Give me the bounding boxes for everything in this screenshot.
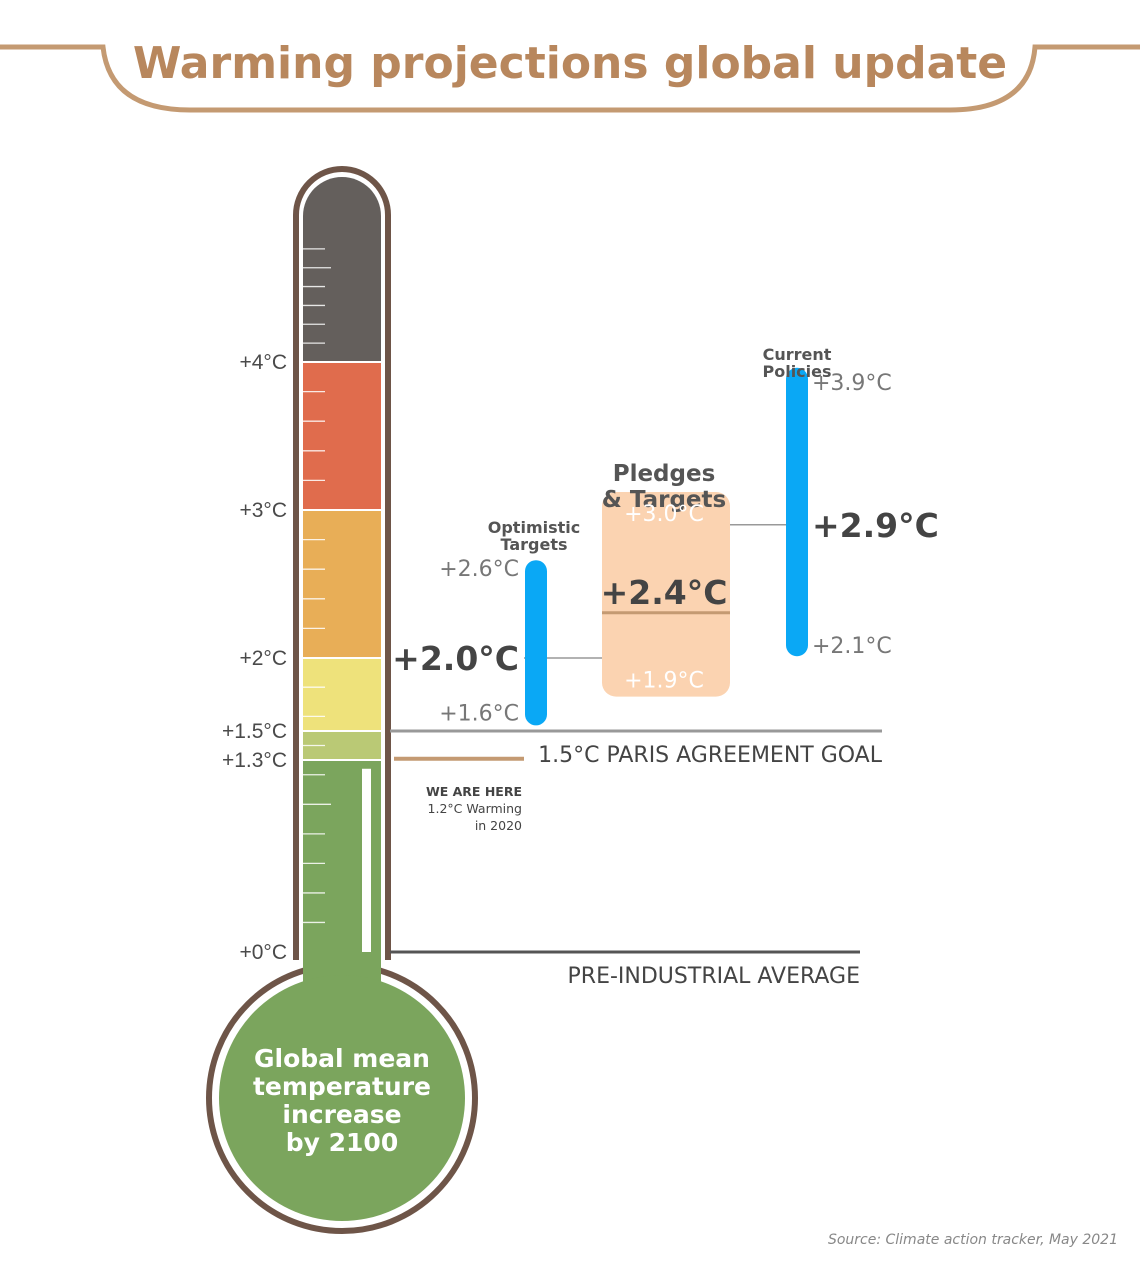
we-are-here-year: in 2020 <box>475 818 522 833</box>
temperature-band-5 <box>303 230 381 362</box>
temperature-bands <box>303 230 381 952</box>
scale-tick-label: +2°C <box>239 647 287 670</box>
bulb-line-1: Global mean <box>254 1044 430 1073</box>
thermometer-top-cap <box>303 177 381 230</box>
central-label-optimistic: +2.0°C <box>392 639 519 678</box>
scale-tick-labels: +0°C +1.3°C +1.5°C +2°C +3°C +4°C <box>222 351 287 964</box>
source-note: Source: Climate action tracker, May 2021 <box>828 1232 1118 1248</box>
page-title: Warming projections global update <box>133 38 1007 89</box>
scenario-title-optimistic: Targets <box>500 535 567 554</box>
scenario-title-current: Policies <box>762 362 831 381</box>
bulb-line-3: increase <box>282 1100 401 1129</box>
title-banner <box>0 44 1140 113</box>
scenario-title-current: Current <box>763 345 832 364</box>
high-label-current: +3.9°C <box>812 371 892 396</box>
scale-tick-label: +1.5°C <box>222 720 287 743</box>
central-label-current: +2.9°C <box>812 506 939 545</box>
scale-minor-ticks <box>303 248 331 924</box>
scale-tick-label: +1.3°C <box>222 749 287 772</box>
current-warming-indicator <box>362 768 371 952</box>
pre-industrial-label: PRE-INDUSTRIAL AVERAGE <box>568 964 860 989</box>
scale-tick-label: +3°C <box>239 499 287 522</box>
thermometer-bulb <box>219 975 465 1221</box>
scenario-title-pledges: & Targets <box>602 487 726 513</box>
bulb-line-4: by 2100 <box>286 1128 398 1157</box>
scenario-title-pledges: Pledges <box>613 461 716 487</box>
range-box-pledges <box>602 492 730 697</box>
temperature-band-2 <box>303 658 381 731</box>
scenario-title-optimistic: Optimistic <box>488 518 580 537</box>
we-are-here-label: WE ARE HERE <box>426 784 522 799</box>
low-label-current: +2.1°C <box>812 634 892 659</box>
scale-tick-label: +0°C <box>239 941 287 964</box>
thermometer: +0°C +1.3°C +1.5°C +2°C +3°C +4°C <box>206 166 478 1234</box>
low-label-optimistic: +1.6°C <box>439 701 519 726</box>
bulb-line-2: temperature <box>253 1072 431 1101</box>
we-are-here-detail: 1.2°C Warming <box>428 801 522 816</box>
temperature-band-4 <box>303 362 381 510</box>
high-label-pledges: +3.0°C <box>624 502 704 527</box>
temperature-band-3 <box>303 510 381 658</box>
low-label-pledges: +1.9°C <box>624 669 704 694</box>
high-label-optimistic: +2.6°C <box>439 557 519 582</box>
paris-goal-label: 1.5°C PARIS AGREEMENT GOAL <box>538 743 883 768</box>
central-label-pledges: +2.4°C <box>601 573 728 612</box>
scale-tick-label: +4°C <box>239 351 287 374</box>
